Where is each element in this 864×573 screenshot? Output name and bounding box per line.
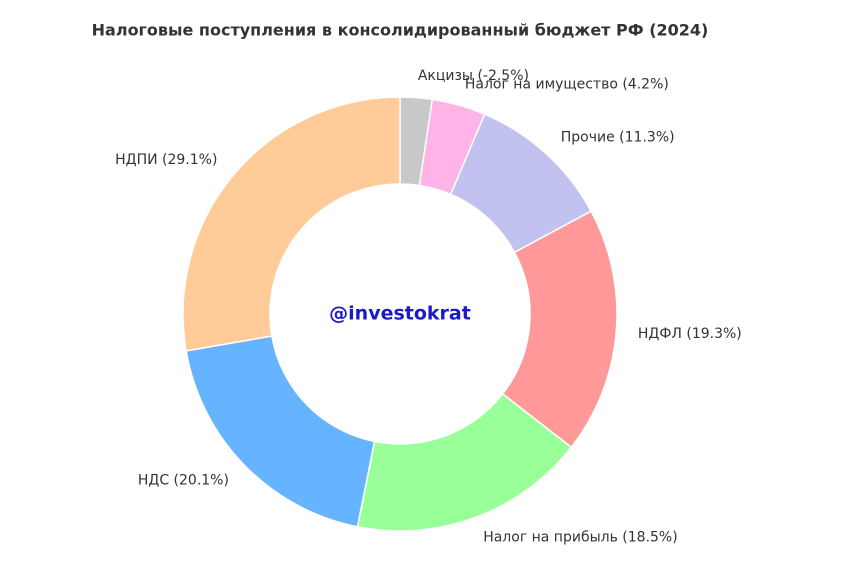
slice-label: НДС (20.1%) <box>138 472 229 488</box>
slice <box>185 335 376 528</box>
slice <box>501 210 618 449</box>
slice <box>182 96 401 352</box>
slice-label: НДПИ (29.1%) <box>115 152 217 168</box>
slice-label: НДФЛ (19.3%) <box>638 326 742 342</box>
center-label: @investokrat <box>329 303 471 325</box>
slice-label: Прочие (11.3%) <box>561 130 675 146</box>
chart-title: Налоговые поступления в консолидированны… <box>92 21 709 40</box>
slice-label: Акцизы (-2.5%) <box>418 68 529 84</box>
slice-label: Налог на имущество (4.2%) <box>465 76 669 92</box>
slice-label: Налог на прибыль (18.5%) <box>483 530 677 546</box>
